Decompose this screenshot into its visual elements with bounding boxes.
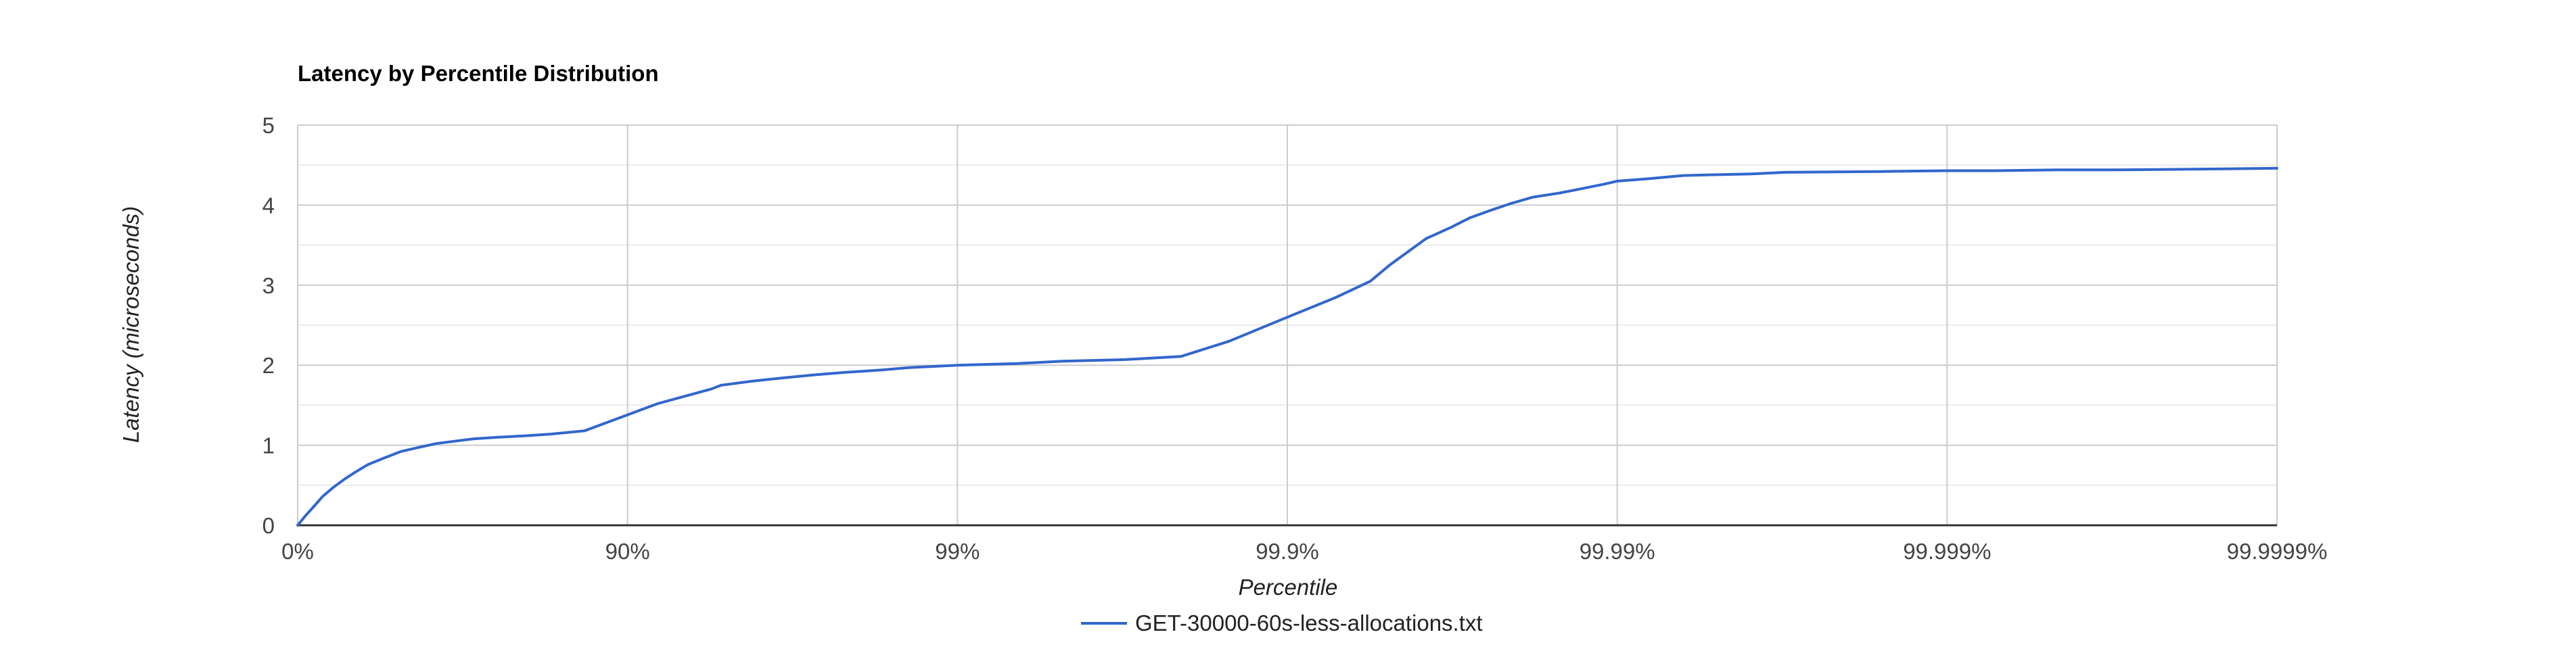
- x-tick-label: 99.999%: [1903, 539, 1991, 564]
- x-tick-label: 99.99%: [1580, 539, 1655, 564]
- x-tick-label: 99%: [935, 539, 980, 564]
- legend[interactable]: GET-30000-60s-less-allocations.txt: [1081, 610, 1483, 635]
- legend-label: GET-30000-60s-less-allocations.txt: [1135, 610, 1483, 635]
- y-tick-label: 3: [262, 273, 275, 298]
- y-axis-title: Latency (microseconds): [118, 206, 143, 443]
- chart-title: Latency by Percentile Distribution: [298, 61, 659, 86]
- x-tick-label: 99.9%: [1256, 539, 1319, 564]
- x-tick-label: 99.9999%: [2227, 539, 2328, 564]
- plot-frame: [297, 124, 2278, 527]
- x-axis-title: Percentile: [1239, 575, 1338, 600]
- x-tick-label: 0%: [281, 539, 314, 564]
- series-layer: [296, 166, 2278, 527]
- y-tick-label: 0: [262, 513, 275, 538]
- x-axis-ticks: 0% 90% 99% 99.9% 99.99% 99.999% 99.9999%: [281, 539, 2327, 564]
- y-tick-label: 4: [262, 193, 275, 218]
- y-tick-label: 2: [262, 353, 275, 378]
- y-tick-label: 5: [262, 113, 275, 138]
- x-tick-label: 90%: [605, 539, 650, 564]
- y-tick-label: 1: [262, 433, 275, 458]
- series-line-0[interactable]: [296, 166, 2278, 527]
- x-gridlines: [626, 125, 1948, 525]
- y-axis-ticks: 0 1 2 3 4 5: [262, 113, 275, 538]
